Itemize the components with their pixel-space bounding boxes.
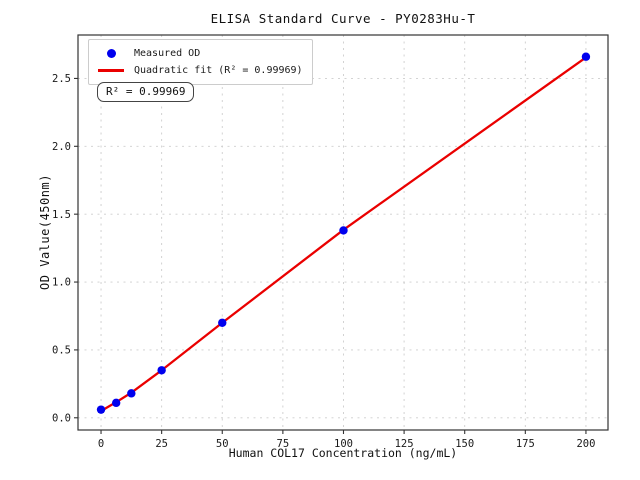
data-point [339,226,348,235]
x-tick-label: 50 [216,438,229,450]
legend: Measured OD Quadratic fit (R² = 0.99969) [88,39,313,85]
legend-item-measured-od: Measured OD [95,45,303,62]
data-point [127,389,136,398]
legend-marker-cell [95,49,127,58]
x-axis-label: Human COL17 Concentration (ng/mL) [228,446,458,460]
data-point [111,398,121,408]
legend-label-quadratic-fit: Quadratic fit (R² = 0.99969) [134,65,303,76]
legend-item-quadratic-fit: Quadratic fit (R² = 0.99969) [95,62,303,79]
y-tick-label: 0.0 [52,412,71,424]
scatter-dot-marker-icon [106,49,116,58]
axes-frame [77,34,609,431]
data-point [581,52,591,61]
fit-line-marker-icon [98,69,124,72]
x-tick-label: 175 [516,438,535,450]
x-tick-label: 100 [334,438,353,450]
chart-title: ELISA Standard Curve - PY0283Hu-T [210,11,476,26]
x-tick-label: 0 [98,438,104,450]
legend-label-measured-od: Measured OD [134,48,201,59]
y-tick-label: 2.5 [52,73,71,85]
x-tick-label: 125 [395,438,414,450]
data-point [96,405,106,414]
y-tick-label: 1.5 [52,209,71,221]
y-axis-label: OD Value(450nm) [38,174,52,290]
y-tick-label: 0.5 [52,345,71,357]
x-tick-label: 25 [155,438,168,450]
legend-marker-cell [95,69,127,72]
data-point [218,318,227,327]
x-tick-label: 75 [277,438,290,450]
r-squared-annotation: R² = 0.99969 [97,82,195,102]
x-tick-label: 200 [576,438,595,450]
data-point [157,366,166,375]
y-tick-label: 1.0 [52,277,71,289]
y-tick-label: 2.0 [52,141,71,153]
x-tick-label: 150 [455,438,474,450]
